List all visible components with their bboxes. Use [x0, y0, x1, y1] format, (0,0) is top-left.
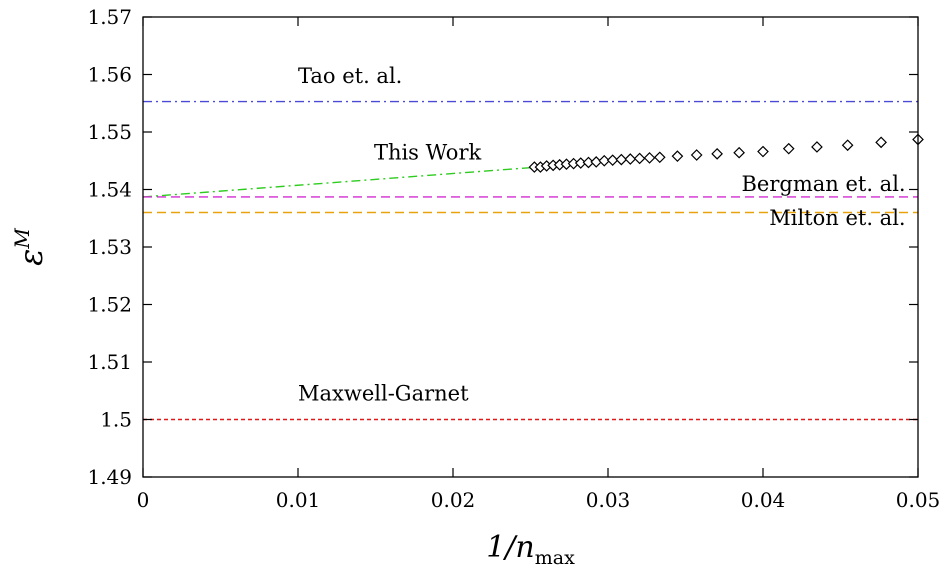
y-tick-label: 1.54 — [87, 178, 132, 202]
tick-labels: 0 0.01 0.02 0.03 0.04 0.05 1.49 1.5 1.51 1.52 1.53… — [87, 5, 940, 512]
data-point — [875, 136, 887, 149]
data-point — [671, 150, 684, 162]
series-annotation: Maxwell-Garnet — [298, 382, 469, 406]
series-annotation: Bergman et. al. — [741, 172, 905, 196]
x-tick-label: 0 — [137, 488, 150, 512]
y-tick-label: 1.52 — [87, 293, 132, 317]
x-tick-label: 0.03 — [586, 488, 631, 512]
ticks — [142, 16, 919, 478]
y-tick-label: 1.49 — [87, 465, 132, 489]
data-point — [643, 152, 656, 164]
data-point — [598, 154, 611, 167]
data-point — [615, 153, 628, 166]
data-point — [653, 151, 666, 164]
data-point — [633, 152, 646, 165]
series-points — [528, 133, 924, 173]
series-annotation: Tao et. al. — [298, 64, 402, 88]
series-line — [142, 166, 531, 198]
data-point — [711, 148, 723, 160]
y-tick-label: 1.56 — [87, 63, 132, 87]
data-point — [757, 145, 769, 158]
x-tick-label: 0.04 — [741, 488, 786, 512]
x-tick-label: 0.02 — [431, 488, 476, 512]
x-tick-label: 0.05 — [896, 488, 941, 512]
data-point — [841, 139, 854, 152]
y-tick-label: 1.51 — [87, 350, 132, 374]
y-tick-label: 1.5 — [100, 408, 132, 432]
y-tick-label: 1.55 — [87, 120, 132, 144]
y-tick-label: 1.57 — [87, 5, 132, 29]
data-point — [606, 154, 619, 167]
data-point — [811, 141, 823, 153]
data-point — [733, 146, 745, 159]
data-point — [782, 142, 795, 155]
annotations: Tao et. al. This Work Bergman et. al. Milto… — [298, 64, 906, 405]
x-tick-label: 0.01 — [276, 488, 321, 512]
data-point — [624, 153, 637, 165]
series-annotation: Milton et. al. — [769, 206, 905, 230]
plot-frame — [142, 16, 919, 478]
data-point — [690, 149, 703, 161]
x-axis-label: 1/nmax — [486, 530, 575, 567]
series-annotation: This Work — [374, 141, 482, 165]
series-lines — [142, 100, 918, 421]
y-tick-label: 1.53 — [87, 235, 132, 259]
y-axis-label: εM — [10, 228, 50, 266]
